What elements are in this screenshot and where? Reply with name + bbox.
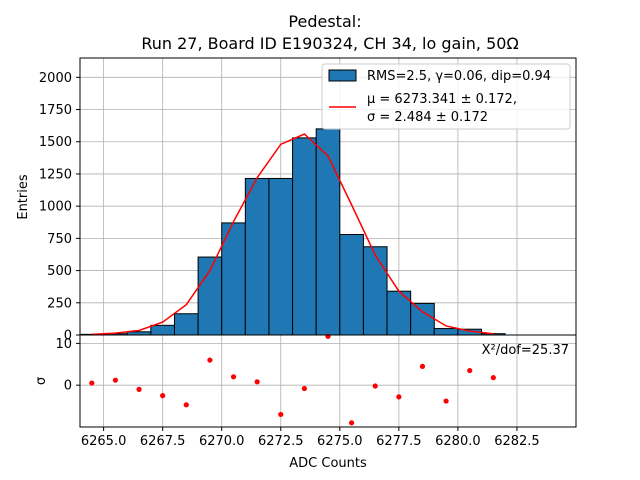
residual-point — [89, 380, 95, 386]
main-y-tick-label: 2000 — [39, 71, 72, 86]
residual-points — [89, 333, 496, 426]
x-tick-label: 6270.0 — [199, 434, 245, 449]
main-y-tick-label: 250 — [47, 296, 72, 311]
residual-grid — [80, 335, 576, 427]
residual-point — [278, 411, 284, 418]
residual-point — [490, 375, 496, 381]
residual-point — [301, 385, 307, 392]
legend-fit-label-line2: σ = 2.484 ± 0.172 — [367, 110, 488, 125]
histogram-bar — [197, 256, 223, 336]
residual-point — [325, 333, 331, 339]
residual-y-ticks: 0 10 — [55, 337, 80, 394]
main-y-tick-label: 1750 — [39, 103, 72, 118]
legend: RMS=2.5, γ=0.06, dip=0.94 μ = 6273.341 ±… — [321, 63, 571, 130]
residual-point — [419, 363, 426, 369]
chi2-annotation: X²/dof=25.37 — [482, 343, 569, 358]
residual-point — [207, 357, 213, 363]
main-y-tick-label: 1500 — [39, 135, 72, 150]
histogram-bar — [292, 137, 317, 336]
histogram-bar — [362, 246, 388, 336]
histogram-bar — [173, 313, 199, 336]
x-tick-label: 6267.5 — [140, 434, 186, 449]
residual-axes-frame — [79, 334, 577, 428]
x-tick-label: 6272.5 — [258, 434, 304, 449]
histogram-bar — [268, 177, 294, 336]
residual-y-tick-label: 0 — [64, 379, 72, 394]
residual-y-axis-label: σ — [34, 377, 49, 385]
x-tick-label: 6282.5 — [494, 434, 540, 449]
histogram-bar — [339, 234, 364, 336]
legend-fit-label-line1: μ = 6273.341 ± 0.172, — [367, 92, 517, 107]
histogram-bar — [410, 302, 435, 336]
x-tick-label: 6275.0 — [317, 434, 363, 449]
chart-title-line1: Pedestal: — [288, 12, 361, 31]
residual-point — [467, 367, 473, 374]
histogram-bar — [315, 128, 341, 336]
residual-point — [372, 383, 378, 389]
main-y-tick-label: 0 — [64, 329, 72, 344]
residual-point — [349, 420, 355, 426]
main-y-tick-label: 1000 — [39, 200, 72, 215]
x-tick-label: 6280.0 — [435, 434, 481, 449]
main-y-tick-label: 500 — [47, 264, 72, 279]
residual-point — [112, 377, 119, 383]
residual-y-tick-label: 10 — [55, 337, 72, 352]
y-axis-label: Entries — [16, 174, 31, 220]
residual-point — [136, 386, 142, 392]
legend-histogram-swatch — [328, 69, 357, 82]
main-y-tick-label: 1250 — [39, 167, 72, 182]
chart-title-line2: Run 27, Board ID E190324, CH 34, lo gain… — [141, 34, 518, 53]
x-tick-label: 6277.5 — [376, 434, 422, 449]
x-axis-label: ADC Counts — [289, 456, 367, 471]
histogram-bar — [244, 177, 270, 336]
legend-box — [321, 63, 571, 130]
legend-histogram-label: RMS=2.5, γ=0.06, dip=0.94 — [367, 69, 551, 84]
residual-point — [396, 394, 402, 400]
residual-point — [183, 402, 189, 408]
residual-point — [254, 379, 260, 385]
x-ticks: 6265.0 6267.5 6270.0 6272.5 6275.0 6277.5 6280… — [81, 427, 540, 449]
main-y-ticks: 0 250 500 750 1000 1250 1500 1750 2000 — [39, 71, 80, 344]
residual-point — [443, 398, 449, 404]
main-y-tick-label: 750 — [47, 232, 72, 247]
histogram-bar — [433, 328, 459, 336]
histogram-bars — [79, 128, 506, 336]
histogram-bar — [150, 324, 175, 336]
residual-point — [160, 393, 166, 399]
fit-curve — [91, 133, 494, 336]
residual-point — [230, 374, 237, 380]
x-tick-label: 6265.0 — [81, 434, 127, 449]
